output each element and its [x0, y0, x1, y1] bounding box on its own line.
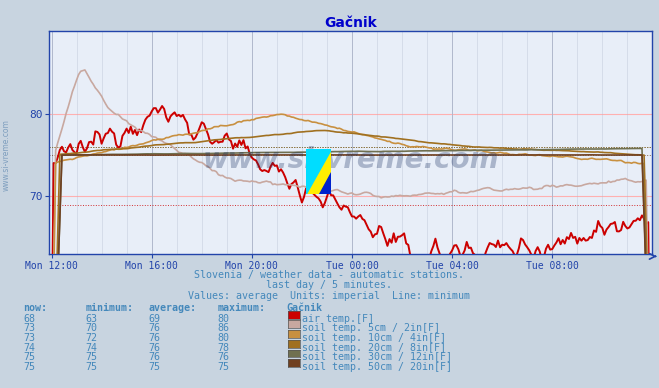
Text: air temp.[F]: air temp.[F] — [302, 314, 374, 324]
Text: soil temp. 20cm / 8in[F]: soil temp. 20cm / 8in[F] — [302, 343, 447, 353]
Text: 80: 80 — [217, 333, 229, 343]
Polygon shape — [306, 149, 331, 194]
Text: www.si-vreme.com: www.si-vreme.com — [2, 119, 11, 191]
Text: 75: 75 — [148, 362, 160, 372]
Text: 75: 75 — [217, 362, 229, 372]
Text: 76: 76 — [148, 323, 160, 333]
Text: 78: 78 — [217, 343, 229, 353]
Text: 72: 72 — [86, 333, 98, 343]
Text: 68: 68 — [23, 314, 35, 324]
Text: soil temp. 5cm / 2in[F]: soil temp. 5cm / 2in[F] — [302, 323, 440, 333]
Text: last day / 5 minutes.: last day / 5 minutes. — [266, 280, 393, 290]
Text: 80: 80 — [217, 314, 229, 324]
Text: soil temp. 30cm / 12in[F]: soil temp. 30cm / 12in[F] — [302, 352, 453, 362]
Text: soil temp. 50cm / 20in[F]: soil temp. 50cm / 20in[F] — [302, 362, 453, 372]
Text: now:: now: — [23, 303, 47, 313]
Text: 76: 76 — [148, 352, 160, 362]
Text: 76: 76 — [148, 333, 160, 343]
Text: 74: 74 — [23, 343, 35, 353]
Text: maximum:: maximum: — [217, 303, 266, 313]
Text: 73: 73 — [23, 333, 35, 343]
Text: 75: 75 — [86, 362, 98, 372]
Text: 74: 74 — [86, 343, 98, 353]
Text: Slovenia / weather data - automatic stations.: Slovenia / weather data - automatic stat… — [194, 270, 465, 280]
Text: 76: 76 — [217, 352, 229, 362]
Text: Gačnik: Gačnik — [287, 303, 323, 313]
Polygon shape — [306, 149, 331, 194]
Text: 69: 69 — [148, 314, 160, 324]
Text: 86: 86 — [217, 323, 229, 333]
Text: 75: 75 — [23, 362, 35, 372]
Text: 76: 76 — [148, 343, 160, 353]
Text: average:: average: — [148, 303, 196, 313]
Polygon shape — [319, 171, 331, 194]
Text: soil temp. 10cm / 4in[F]: soil temp. 10cm / 4in[F] — [302, 333, 447, 343]
Text: 75: 75 — [86, 352, 98, 362]
Text: 75: 75 — [23, 352, 35, 362]
Text: 70: 70 — [86, 323, 98, 333]
Text: minimum:: minimum: — [86, 303, 134, 313]
Text: www.si-vreme.com: www.si-vreme.com — [203, 146, 499, 175]
Text: 73: 73 — [23, 323, 35, 333]
Text: Values: average  Units: imperial  Line: minimum: Values: average Units: imperial Line: mi… — [188, 291, 471, 301]
Title: Gačnik: Gačnik — [324, 16, 378, 30]
Text: 63: 63 — [86, 314, 98, 324]
